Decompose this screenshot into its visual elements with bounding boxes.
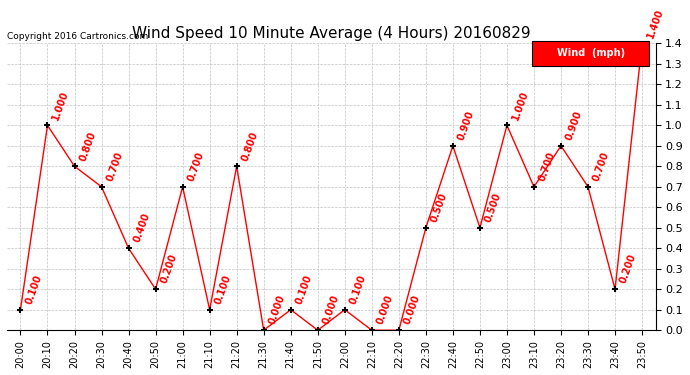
Text: 1.400: 1.400 <box>645 7 665 39</box>
Text: 0.200: 0.200 <box>159 253 179 285</box>
Text: 0.200: 0.200 <box>618 253 638 285</box>
Text: 0.000: 0.000 <box>375 294 395 326</box>
Text: 0.400: 0.400 <box>132 212 152 244</box>
Text: 0.100: 0.100 <box>213 273 233 306</box>
Text: 0.900: 0.900 <box>456 110 476 142</box>
Text: 0.700: 0.700 <box>538 150 557 183</box>
Text: 0.500: 0.500 <box>429 191 449 224</box>
Text: 0.800: 0.800 <box>78 130 98 162</box>
Text: 0.800: 0.800 <box>240 130 260 162</box>
Text: 0.000: 0.000 <box>321 294 341 326</box>
FancyBboxPatch shape <box>533 40 649 66</box>
Text: 0.000: 0.000 <box>402 294 422 326</box>
Text: 0.100: 0.100 <box>23 273 43 306</box>
Text: 0.700: 0.700 <box>105 150 125 183</box>
Title: Wind Speed 10 Minute Average (4 Hours) 20160829: Wind Speed 10 Minute Average (4 Hours) 2… <box>132 26 531 41</box>
Text: Wind  (mph): Wind (mph) <box>557 48 624 58</box>
Text: 1.000: 1.000 <box>510 89 530 121</box>
Text: 1.000: 1.000 <box>51 89 70 121</box>
Text: 0.500: 0.500 <box>483 191 503 224</box>
Text: 0.100: 0.100 <box>294 273 314 306</box>
Text: 0.100: 0.100 <box>348 273 368 306</box>
Text: 0.700: 0.700 <box>186 150 206 183</box>
Text: Copyright 2016 Cartronics.com: Copyright 2016 Cartronics.com <box>7 32 148 40</box>
Text: 0.900: 0.900 <box>564 110 584 142</box>
Text: 0.000: 0.000 <box>267 294 287 326</box>
Text: 0.700: 0.700 <box>591 150 611 183</box>
